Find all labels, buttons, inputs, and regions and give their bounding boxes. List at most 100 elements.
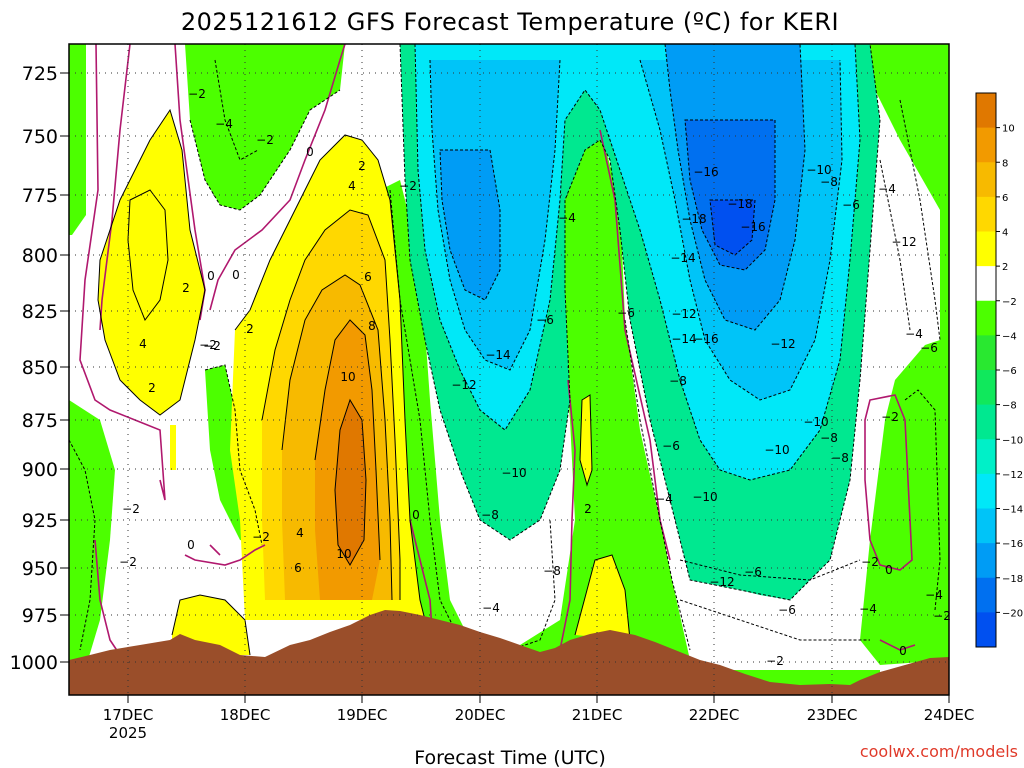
contour-label: 0 [187,538,195,552]
y-tick-label: 750 [22,126,58,148]
contour-label: −10 [806,163,831,177]
colorbar-swatch [976,127,996,163]
x-axis-title: Forecast Time (UTC) [414,747,605,768]
contour-label: −12 [709,575,734,589]
colorbar-swatch [976,473,996,509]
contour-label: 0 [885,563,893,577]
contour-line [904,389,941,611]
contour-label: 2 [182,281,190,295]
colorbar-swatch [976,162,996,198]
colorbar-label: 8 [1002,158,1008,169]
colorbar-swatch [976,300,996,336]
temp-band-minus4 [380,130,880,695]
colorbar-label: −20 [1002,608,1023,619]
y-tick-label: 1000 [10,652,58,674]
contour-label: −4 [905,327,923,341]
x-axis: 17DEC 18DEC 19DEC 20DEC 21DEC 22DEC 23DE… [103,695,975,742]
colorbar-label: 10 [1002,124,1015,135]
contour-label: −8 [669,374,687,388]
zero-contour-line [184,544,266,566]
zero-contour-line [94,539,121,656]
y-tick-label: 725 [22,63,58,85]
contour-label: −6 [744,565,762,579]
contour-label: −2 [881,410,899,424]
contour-label: −2 [766,654,784,668]
colorbar-label: −14 [1002,505,1023,516]
contour-label: 4 [296,526,304,540]
temp-band-minus4 [69,44,86,235]
y-tick-label: 900 [22,459,58,481]
contour-label: 4 [139,337,147,351]
contour-label: 8 [368,319,376,333]
contour-label: −4 [655,492,673,506]
contour-label: −14 [671,332,696,346]
x-tick-label: 17DEC [103,706,154,724]
contour-label: −12 [891,235,916,249]
contour-line [899,99,941,341]
contour-label: 0 [899,644,907,658]
contour-line [414,44,861,481]
contour-label: −10 [692,490,717,504]
zero-contour-line [559,379,576,651]
x-tick-label: 18DEC [220,706,271,724]
temp-band-plus2 [170,425,176,470]
contour-label: −10 [803,415,828,429]
zero-contour-line [864,394,913,571]
zero-contour-line [209,44,346,311]
contour-label: −8 [831,451,849,465]
contour-label: −8 [820,431,838,445]
colorbar-label: −8 [1002,401,1017,412]
contour-label: 2 [246,322,254,336]
contour-label: −4 [859,602,877,616]
contour-label: −16 [693,332,718,346]
contour-label: −6 [536,313,554,327]
contour-line [189,89,341,211]
contour-line [429,59,561,371]
contour-line [684,119,776,271]
contour-line [314,319,381,561]
contour-label: −10 [501,466,526,480]
temp-band-minus22 [710,200,755,255]
contour-label: −18 [727,197,752,211]
contour-label: −6 [778,603,796,617]
contour-label: −4 [482,601,500,615]
y-tick-label: 875 [22,410,58,432]
temp-band-plus2 [580,395,592,485]
colorbar-swatch [976,266,996,302]
y-tick-label: 775 [22,185,58,207]
contour-label: −6 [662,439,680,453]
contour-label: −4 [925,588,943,602]
colorbar-swatch [976,196,996,232]
contour-line [214,59,259,161]
zero-contour-line [599,129,671,561]
cold-contours [69,44,941,651]
terrain [69,610,949,695]
y-tick-label: 950 [22,558,58,580]
contour-label: −2 [122,502,140,516]
x-tick-label: 24DEC [924,706,975,724]
contour-line [879,159,911,331]
colorbar: 10 8 6 4 2 −2 −4 −6 −8 −10 −12 −14 −16 −18 −20 [975,92,1023,648]
contour-line [281,274,393,601]
colorbar-swatch [976,370,996,406]
contour-label: −10 [764,443,789,457]
contour-line [579,394,593,487]
y-tick-label: 800 [22,245,58,267]
contour-label: −2 [203,339,221,353]
contour-label: 2 [358,159,366,173]
contour-label: −8 [820,175,838,189]
contour-label: 0 [412,508,420,522]
colorbar-swatch [976,439,996,475]
contour-line [234,134,426,621]
colorbar-label: −16 [1002,539,1023,550]
contour-label: −8 [481,508,499,522]
contour-line [204,364,263,546]
contour-line [171,594,251,656]
contour-label: 6 [364,270,372,284]
chart-title: 2025121612 GFS Forecast Temperature (ºC)… [181,8,839,36]
grid [69,44,949,695]
colorbar-swatch [976,577,996,613]
contour-label: −2 [188,87,206,101]
zero-contour-line [879,639,916,651]
temp-band-plus2 [575,555,630,640]
